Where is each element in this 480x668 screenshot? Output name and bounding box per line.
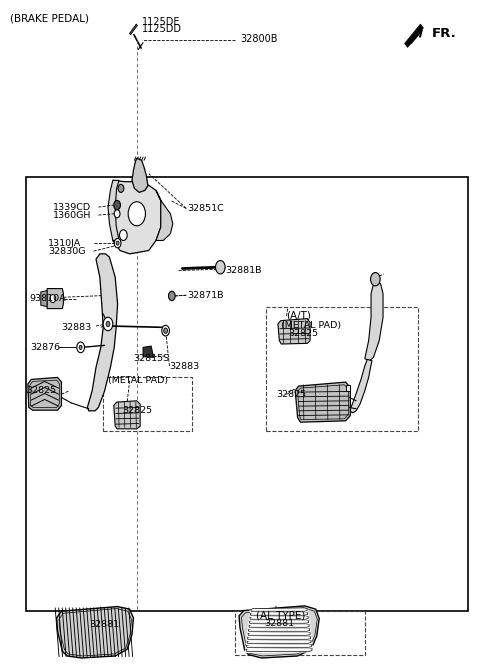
Text: 32800B: 32800B: [240, 34, 277, 43]
Bar: [26, 177, 468, 611]
Circle shape: [120, 230, 127, 240]
Polygon shape: [250, 620, 309, 623]
Polygon shape: [295, 382, 350, 422]
Circle shape: [168, 291, 175, 301]
Polygon shape: [247, 644, 312, 647]
Polygon shape: [132, 158, 148, 192]
Text: (A/T): (A/T): [287, 311, 312, 321]
Text: (BRAKE PEDAL): (BRAKE PEDAL): [10, 14, 89, 23]
Circle shape: [79, 345, 82, 349]
Text: 32881B: 32881B: [226, 266, 262, 275]
Polygon shape: [278, 319, 310, 344]
Circle shape: [162, 325, 169, 336]
Circle shape: [118, 184, 124, 192]
Text: 32876: 32876: [30, 343, 60, 352]
Polygon shape: [247, 640, 311, 643]
Text: 32825: 32825: [122, 406, 153, 415]
Polygon shape: [114, 401, 140, 429]
Text: (AL TYPE): (AL TYPE): [256, 611, 305, 621]
Polygon shape: [346, 385, 350, 391]
Text: 1360GH: 1360GH: [53, 210, 91, 220]
Polygon shape: [250, 616, 308, 619]
Text: 1339CD: 1339CD: [53, 202, 91, 212]
Text: (METAL PAD): (METAL PAD): [108, 376, 168, 385]
Circle shape: [77, 342, 84, 353]
Polygon shape: [248, 636, 311, 639]
Text: 32883: 32883: [61, 323, 92, 332]
Polygon shape: [143, 346, 154, 357]
Polygon shape: [28, 377, 61, 410]
Polygon shape: [248, 632, 310, 635]
Polygon shape: [156, 190, 173, 240]
Polygon shape: [41, 291, 47, 307]
Text: FR.: FR.: [432, 27, 457, 40]
Text: (METAL PAD): (METAL PAD): [281, 321, 341, 330]
Bar: [103, 377, 192, 431]
Polygon shape: [57, 607, 133, 658]
Text: 32825: 32825: [276, 389, 306, 399]
Polygon shape: [246, 648, 312, 651]
Bar: [266, 307, 418, 431]
Polygon shape: [87, 254, 118, 411]
Polygon shape: [349, 359, 372, 413]
Circle shape: [114, 200, 120, 210]
Polygon shape: [365, 281, 383, 361]
Polygon shape: [113, 180, 161, 254]
Text: 32825: 32825: [288, 329, 318, 339]
Polygon shape: [239, 606, 319, 658]
Polygon shape: [251, 608, 307, 611]
Polygon shape: [249, 628, 310, 631]
Circle shape: [371, 273, 380, 286]
Text: 32881: 32881: [89, 620, 119, 629]
Text: 32825: 32825: [26, 386, 57, 395]
Text: 93810A: 93810A: [30, 294, 66, 303]
Text: 32881: 32881: [264, 619, 294, 628]
Polygon shape: [108, 180, 119, 240]
Circle shape: [103, 317, 113, 331]
Text: 32815S: 32815S: [133, 353, 169, 363]
Bar: [235, 611, 365, 655]
Text: 1310JA: 1310JA: [48, 238, 81, 248]
Circle shape: [114, 238, 121, 248]
Text: 32851C: 32851C: [187, 204, 224, 213]
Text: 1125DD: 1125DD: [142, 24, 181, 33]
Polygon shape: [130, 24, 137, 35]
Circle shape: [116, 241, 119, 245]
Text: 32871B: 32871B: [187, 291, 224, 300]
Circle shape: [128, 202, 145, 226]
Text: 32883: 32883: [169, 361, 200, 371]
Circle shape: [50, 295, 56, 303]
Text: 32830G: 32830G: [48, 246, 85, 256]
Circle shape: [114, 210, 120, 218]
Circle shape: [106, 321, 110, 327]
Polygon shape: [47, 289, 63, 309]
Circle shape: [216, 261, 225, 274]
Polygon shape: [405, 24, 423, 47]
Polygon shape: [251, 612, 308, 615]
Text: 1125DE: 1125DE: [142, 17, 180, 27]
Polygon shape: [249, 624, 309, 627]
Circle shape: [164, 328, 168, 333]
